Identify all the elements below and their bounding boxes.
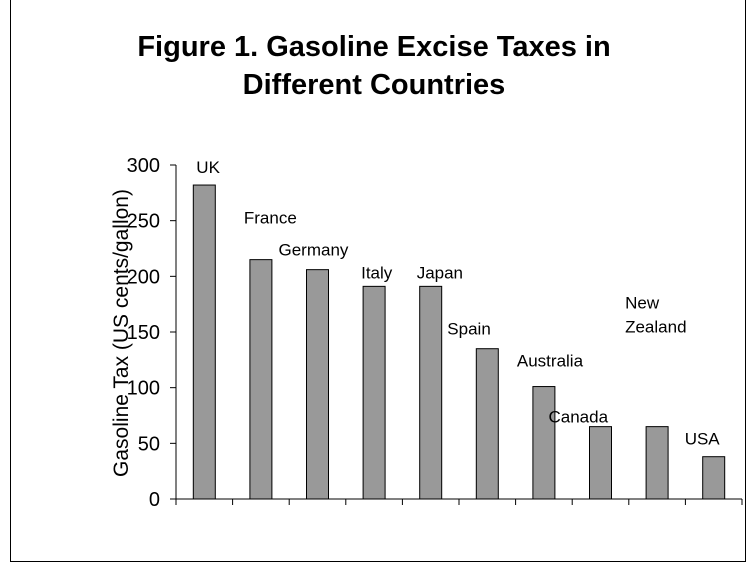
bars [192, 184, 726, 500]
bar-uk [192, 184, 216, 500]
bar-new-zealand [645, 426, 669, 500]
bar-label: Zealand [625, 318, 686, 337]
y-tick-label: 50 [138, 433, 160, 455]
bar-canada [589, 426, 612, 500]
bar-label: Japan [417, 263, 463, 282]
bar-label: Italy [361, 263, 393, 282]
bar-france [249, 259, 273, 500]
chart-frame [10, 0, 746, 562]
y-tick-label: 200 [127, 266, 160, 288]
bar-germany [306, 269, 329, 500]
bar-label: USA [685, 430, 721, 449]
y-tick-label: 250 [127, 211, 160, 233]
bar-label: New [625, 294, 660, 313]
y-tick-label: 150 [127, 322, 160, 344]
chart-title-line-1: Figure 1. Gasoline Excise Taxes in [137, 31, 611, 63]
bar-label: Canada [549, 408, 609, 427]
bar-usa [702, 456, 726, 500]
y-axis-title: Gasoline Tax (US cents/gallon) [110, 189, 133, 477]
chart-title: Figure 1. Gasoline Excise Taxes in Diffe… [0, 28, 748, 104]
bar-italy [362, 285, 386, 500]
bar-label: Spain [447, 320, 490, 339]
bar-spain [475, 348, 499, 500]
bar-labels: UK France Germany Italy Japan Spain Australia C… [196, 158, 720, 449]
bar-label: Germany [279, 241, 349, 260]
bar-label: France [244, 209, 297, 228]
chart-title-line-2: Different Countries [242, 69, 506, 101]
bar-australia [532, 386, 556, 500]
bar-japan [419, 285, 443, 500]
bar-label: UK [196, 158, 220, 177]
y-tick-label: 0 [149, 489, 160, 511]
y-tick-label: 100 [127, 378, 160, 400]
bar-label: Australia [517, 352, 584, 371]
y-tick-label: 300 [127, 155, 160, 177]
